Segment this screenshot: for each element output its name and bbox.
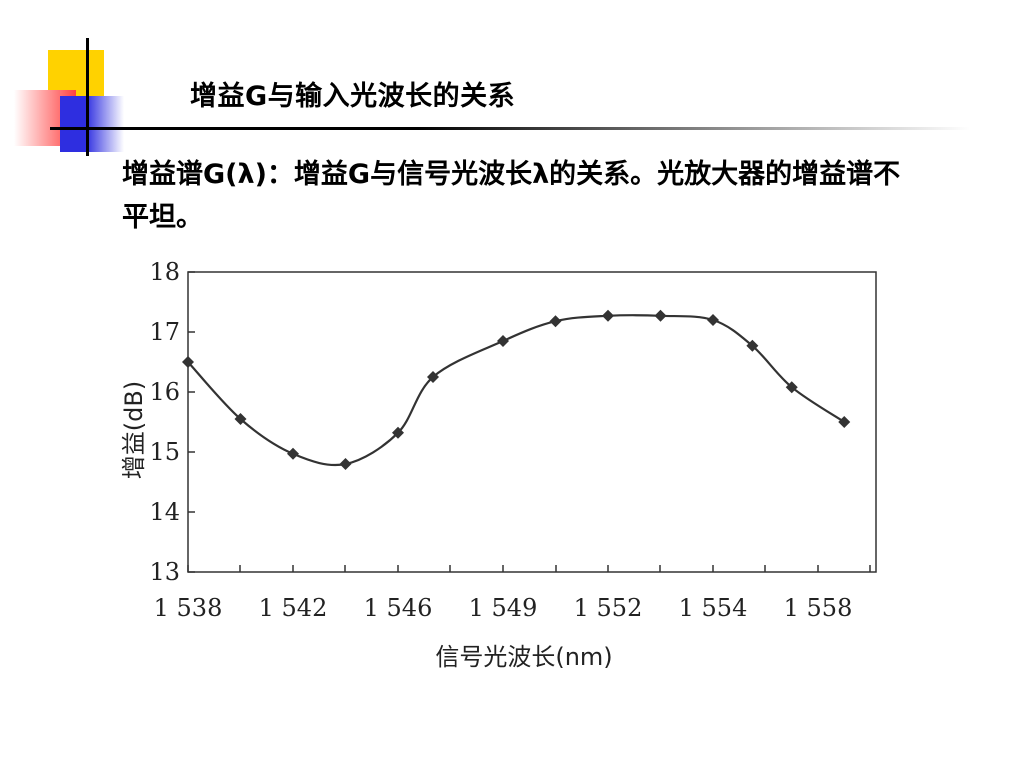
y-tick-label: 13 bbox=[149, 558, 180, 586]
data-point-marker bbox=[785, 381, 798, 394]
y-axis-title: 增益(dB) bbox=[120, 381, 148, 479]
x-tick-label: 1 542 bbox=[259, 594, 328, 622]
x-tick-label: 1 552 bbox=[574, 594, 643, 622]
data-point-marker bbox=[838, 416, 851, 428]
data-point-marker bbox=[427, 371, 439, 383]
decor-blue-square bbox=[60, 96, 124, 152]
x-tick-label: 1 558 bbox=[784, 594, 853, 622]
y-tick-label: 17 bbox=[149, 318, 180, 346]
data-point-marker bbox=[602, 309, 614, 322]
x-tick-label: 1 554 bbox=[679, 594, 748, 622]
y-tick-label: 15 bbox=[149, 438, 180, 466]
y-tick-label: 18 bbox=[149, 258, 180, 286]
data-point-marker bbox=[654, 309, 667, 322]
data-point-marker bbox=[182, 356, 194, 368]
data-point-marker bbox=[707, 314, 719, 326]
data-point-marker bbox=[287, 447, 299, 460]
title-underline bbox=[50, 127, 970, 130]
x-tick-label: 1 538 bbox=[154, 594, 223, 622]
x-tick-label: 1 549 bbox=[469, 594, 538, 622]
data-point-marker bbox=[234, 413, 247, 425]
slide-body-text: 增益谱G(λ)：增益G与信号光波长λ的关系。光放大器的增益谱不平坦。 bbox=[122, 159, 901, 233]
decor-vertical-line bbox=[86, 38, 89, 156]
series-line bbox=[187, 314, 845, 467]
data-point-marker bbox=[746, 339, 759, 352]
data-point-marker bbox=[549, 315, 562, 328]
data-point-marker bbox=[339, 458, 352, 470]
slide-title: 增益G与输入光波长的关系 bbox=[190, 81, 516, 112]
data-point-marker bbox=[497, 335, 509, 347]
x-tick-label: 1 546 bbox=[364, 594, 433, 622]
x-axis-title: 信号光波长(nm) bbox=[435, 643, 612, 671]
data-point-marker bbox=[392, 426, 404, 439]
plot-frame bbox=[187, 271, 877, 573]
y-tick-label: 16 bbox=[149, 378, 180, 406]
y-tick-label: 14 bbox=[149, 498, 180, 526]
